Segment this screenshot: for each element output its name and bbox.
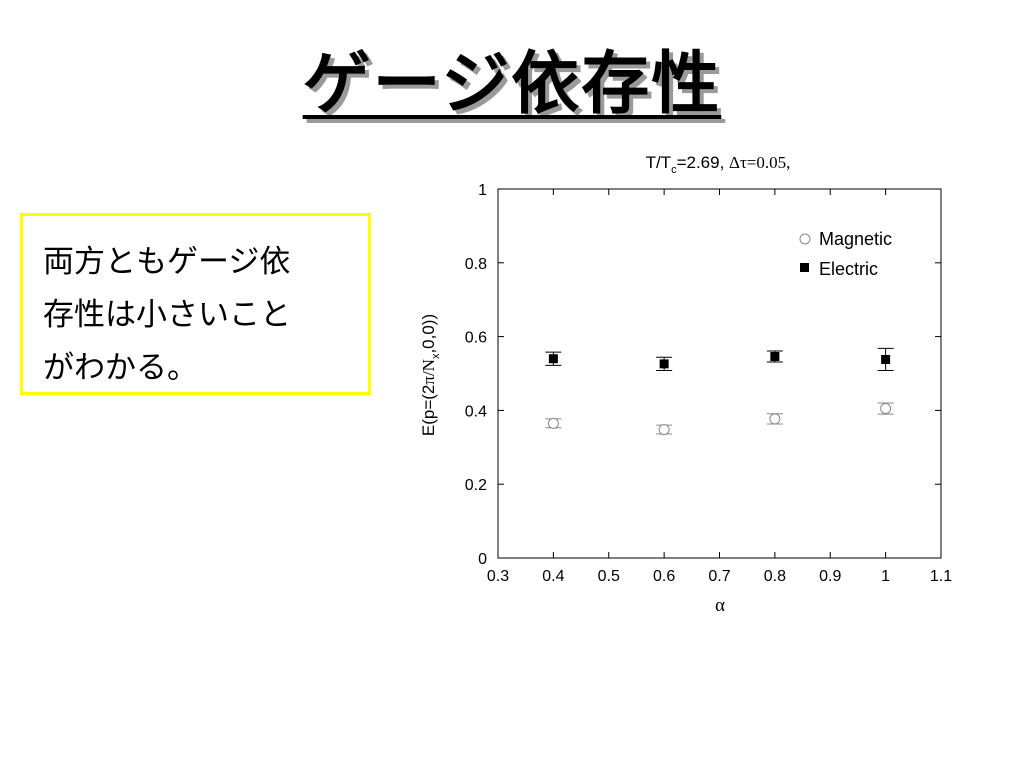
slide-title: ゲージ依存性 — [302, 45, 722, 124]
point-magnetic — [656, 424, 673, 436]
x-axis-label: α — [715, 595, 725, 616]
x-tick-label: 0.7 — [708, 568, 730, 585]
y-axis-label-slash: /N — [419, 359, 438, 376]
data-points — [545, 347, 894, 436]
point-electric — [656, 356, 673, 372]
x-tick-label: 0.9 — [819, 568, 841, 585]
y-tick-label: 0.2 — [465, 477, 487, 494]
x-tick-label: 0.4 — [542, 568, 564, 585]
point-magnetic — [545, 417, 562, 429]
note-line-2: 存性は小さいこと — [43, 297, 291, 333]
x-tick-label: 0.3 — [487, 568, 509, 585]
axis-ticks: 0.3 0.4 0.5 0.6 0.7 0.8 0.9 1 1.1 0 0.2 0.4 0.6 0.8 1 — [465, 182, 952, 585]
legend-marker-magnetic — [799, 233, 811, 245]
chart-title-symbol: Δτ=0.05, — [729, 153, 790, 172]
x-tick-label: 1.1 — [930, 568, 952, 585]
note-box: 両方ともゲージ依 存性は小さいこと がわかる。 — [20, 213, 371, 395]
legend-label-magnetic: Magnetic — [819, 229, 892, 249]
x-tick-label: 0.8 — [764, 568, 786, 585]
legend-marker-electric — [800, 263, 809, 272]
x-tick-label: 1 — [881, 568, 890, 585]
note-line-1: 両方ともゲージ依 — [43, 244, 291, 280]
chart-title-sub: c — [671, 164, 677, 176]
y-axis-label-post: ,0,0)) — [419, 314, 438, 354]
marker-magnetic — [880, 403, 892, 415]
y-tick-label: 0.8 — [465, 256, 487, 273]
point-magnetic — [766, 413, 783, 425]
point-electric — [877, 347, 894, 372]
legend: Magnetic Electric — [799, 229, 892, 279]
y-axis-label-pi: π — [419, 376, 438, 385]
y-tick-label: 0 — [478, 551, 487, 568]
legend-label-electric: Electric — [819, 259, 878, 279]
note-line-3: がわかる。 — [43, 350, 198, 386]
marker-magnetic — [769, 413, 781, 425]
x-tick-label: 0.5 — [598, 568, 620, 585]
marker-magnetic — [658, 424, 670, 436]
chart-title-main: T/T — [646, 153, 672, 172]
point-magnetic — [877, 402, 894, 415]
marker-electric — [881, 354, 891, 364]
y-tick-label: 0.6 — [465, 330, 487, 347]
marker-electric — [770, 352, 780, 362]
y-tick-label: 0.4 — [465, 403, 487, 420]
chart-title-rest: =2.69, — [677, 153, 729, 172]
y-tick-label: 1 — [478, 182, 487, 199]
y-axis-label-sub: x — [430, 353, 442, 359]
y-axis-label-pre: E(p=(2 — [419, 385, 438, 437]
y-axis-label: E(p=(2π/Nx,0,0)) — [419, 314, 442, 436]
marker-magnetic — [547, 417, 559, 429]
x-tick-label: 0.6 — [653, 568, 675, 585]
point-electric — [766, 350, 783, 363]
marker-electric — [548, 354, 558, 364]
point-electric — [545, 351, 562, 366]
chart-title: T/Tc=2.69, Δτ=0.05, — [646, 153, 791, 176]
marker-electric — [659, 359, 669, 369]
